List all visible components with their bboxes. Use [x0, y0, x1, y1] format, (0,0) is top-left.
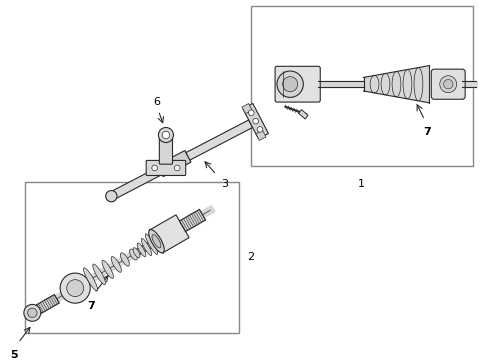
- Ellipse shape: [133, 248, 140, 258]
- Circle shape: [162, 131, 169, 139]
- Circle shape: [282, 77, 297, 92]
- FancyBboxPatch shape: [275, 66, 320, 102]
- Circle shape: [24, 305, 41, 321]
- Text: 3: 3: [221, 180, 228, 189]
- Text: 5: 5: [10, 351, 17, 360]
- Ellipse shape: [102, 260, 113, 278]
- Ellipse shape: [149, 229, 163, 253]
- Polygon shape: [185, 120, 252, 160]
- Text: 1: 1: [357, 179, 365, 189]
- Circle shape: [151, 165, 157, 171]
- Circle shape: [158, 127, 173, 143]
- FancyBboxPatch shape: [146, 161, 185, 175]
- Circle shape: [252, 118, 258, 124]
- Polygon shape: [36, 294, 59, 313]
- Text: 4: 4: [277, 72, 284, 82]
- Ellipse shape: [145, 234, 158, 255]
- Text: 7: 7: [87, 301, 95, 311]
- Circle shape: [27, 308, 37, 318]
- Ellipse shape: [120, 253, 129, 266]
- Polygon shape: [242, 104, 252, 114]
- Polygon shape: [132, 239, 158, 257]
- Circle shape: [276, 71, 303, 97]
- Circle shape: [60, 273, 90, 303]
- Circle shape: [105, 190, 117, 202]
- Polygon shape: [255, 130, 265, 140]
- Ellipse shape: [137, 243, 145, 257]
- Circle shape: [248, 110, 254, 116]
- FancyBboxPatch shape: [430, 69, 464, 99]
- Ellipse shape: [129, 249, 137, 260]
- Ellipse shape: [148, 230, 164, 253]
- Polygon shape: [109, 167, 162, 200]
- Polygon shape: [243, 103, 268, 139]
- Bar: [25, 182, 239, 333]
- Polygon shape: [179, 210, 205, 231]
- Text: 7: 7: [423, 127, 430, 138]
- Polygon shape: [150, 215, 189, 253]
- Ellipse shape: [152, 235, 161, 248]
- Circle shape: [443, 80, 452, 89]
- Bar: [250, 6, 472, 166]
- Ellipse shape: [93, 264, 105, 285]
- Circle shape: [257, 127, 262, 132]
- FancyBboxPatch shape: [159, 138, 172, 164]
- Ellipse shape: [83, 268, 97, 291]
- Circle shape: [439, 76, 456, 93]
- Circle shape: [66, 280, 83, 297]
- Text: 2: 2: [246, 252, 253, 262]
- Ellipse shape: [141, 238, 151, 256]
- Circle shape: [174, 165, 180, 171]
- Text: 6: 6: [153, 97, 160, 107]
- Polygon shape: [363, 66, 428, 103]
- Ellipse shape: [111, 257, 121, 272]
- Polygon shape: [157, 150, 191, 177]
- Polygon shape: [298, 109, 307, 119]
